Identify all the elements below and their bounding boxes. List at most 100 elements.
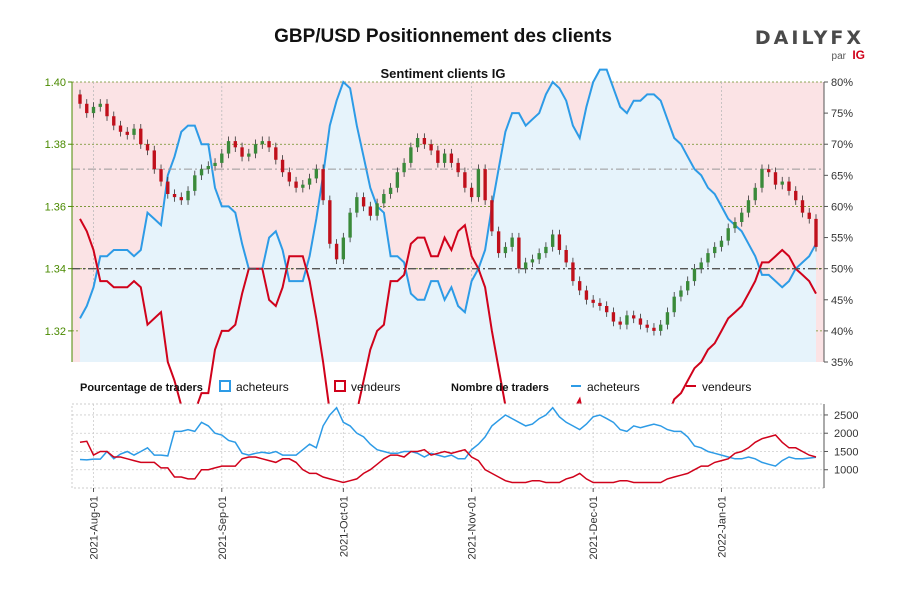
count-axis-ticks: 1000 1500 2000 2500 [824, 410, 858, 477]
candle-body [510, 237, 514, 247]
candle-body [436, 150, 440, 163]
candle-body [550, 234, 555, 247]
candle-body [294, 181, 298, 188]
percent-tick-label: 50% [831, 264, 853, 276]
candle-body [395, 172, 400, 188]
percent-tick-label: 35% [831, 357, 853, 369]
candle-body [429, 144, 433, 151]
count-tick-label: 2500 [834, 410, 858, 422]
candle-body [577, 281, 582, 291]
candle-body [145, 144, 150, 151]
percent-tick-label: 45% [831, 295, 853, 307]
price-tick-label: 1.32 [45, 326, 66, 338]
candle-body [591, 299, 595, 303]
candle-body [469, 187, 474, 198]
candle-body [152, 150, 156, 170]
legend-count-sellers: vendeurs [702, 380, 751, 394]
candle-body [760, 169, 764, 188]
candle-body [375, 203, 379, 216]
candle-body [260, 141, 264, 145]
legend: Pourcentage de traders acheteurs vendeur… [80, 380, 751, 394]
candle-body [699, 262, 703, 269]
candle-body [773, 172, 778, 185]
candle-body [301, 184, 305, 188]
buyers-pct-area [80, 69, 816, 362]
buyers-pct-line [79, 68, 817, 319]
candle-body [557, 234, 562, 250]
candle-body [220, 153, 224, 163]
candle-body [226, 141, 231, 154]
candle-body [341, 237, 346, 260]
percent-tick-label: 65% [831, 170, 853, 182]
candle-body [632, 315, 636, 319]
candle-body [503, 246, 508, 254]
legend-count-title: Nombre de traders [451, 382, 549, 394]
candle-body [686, 281, 690, 291]
candle-body [78, 94, 82, 104]
candle-body [780, 181, 784, 185]
price-axis-ticks: 1.32 1.34 1.36 1.38 1.40 [45, 77, 72, 338]
date-label: 2021-Aug-01 [89, 496, 101, 560]
candle-body [807, 212, 811, 219]
percent-tick-label: 70% [831, 139, 853, 151]
candle-body [713, 246, 717, 254]
candle-body [604, 306, 609, 313]
candle-body [98, 103, 102, 107]
main-panel: 1.32 1.34 1.36 1.38 1.40 35% 40% 45% 50% 55% 60% 6… [45, 68, 853, 469]
candle-body [598, 302, 602, 306]
candle-body [564, 250, 568, 263]
candle-body [611, 312, 616, 322]
candle-body [348, 212, 352, 238]
candle-body [382, 194, 386, 204]
candle-body [118, 125, 123, 132]
candle-body [409, 147, 413, 163]
candle-body [659, 324, 663, 331]
candle-body [139, 128, 143, 145]
candle-body [544, 246, 548, 254]
logo-ig: IG [852, 48, 865, 62]
candle-body [746, 200, 751, 213]
candle-body [233, 141, 237, 148]
candle-body [334, 243, 339, 260]
candle-body [794, 190, 798, 201]
percent-tick-label: 60% [831, 201, 853, 213]
candle-body [355, 197, 359, 213]
candle-body [618, 321, 622, 325]
candle-body [449, 153, 454, 163]
candle-body [314, 169, 319, 179]
count-tick-label: 1000 [834, 465, 858, 477]
candle-body [280, 159, 285, 173]
date-axis: 2021-Aug-01 2021-Sep-01 2021-Oct-01 2021-No… [89, 488, 728, 560]
legend-pct-buyers: acheteurs [236, 380, 289, 394]
candle-body [584, 290, 589, 300]
candle-body [726, 228, 730, 241]
candle-body [706, 253, 710, 263]
candle-body [517, 237, 521, 269]
count-tick-label: 1500 [834, 446, 858, 458]
candle-body [105, 103, 109, 117]
candle-body [125, 131, 129, 135]
count-gridlines [72, 404, 824, 488]
price-tick-label: 1.40 [45, 77, 66, 89]
legend-pct-title: Pourcentage de traders [80, 382, 203, 394]
percent-tick-label: 55% [831, 233, 853, 245]
candle-body [679, 290, 683, 297]
candle-body [456, 162, 460, 173]
date-label: 2021-Oct-01 [338, 496, 350, 557]
candle-body [476, 169, 481, 198]
chart-subtitle: Sentiment clients IG [381, 66, 506, 81]
candle-body [199, 169, 204, 176]
percent-tick-label: 40% [831, 326, 853, 338]
candle-body [179, 197, 183, 201]
date-label: 2022-Jan-01 [716, 496, 728, 558]
legend-count-buyers: acheteurs [587, 380, 640, 394]
candle-body [733, 222, 737, 229]
legend-pct-sellers-swatch [334, 380, 346, 392]
legend-pct-buyers-swatch [219, 380, 231, 392]
candle-body [814, 218, 818, 247]
chart-title: GBP/USD Positionnement des clients [274, 26, 612, 47]
price-tick-label: 1.38 [45, 139, 66, 151]
sellers-pct-line [79, 218, 817, 469]
candle-body [463, 172, 467, 188]
candle-body [625, 315, 629, 325]
